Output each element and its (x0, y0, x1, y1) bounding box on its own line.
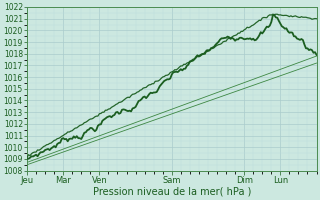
X-axis label: Pression niveau de la mer( hPa ): Pression niveau de la mer( hPa ) (92, 187, 251, 197)
